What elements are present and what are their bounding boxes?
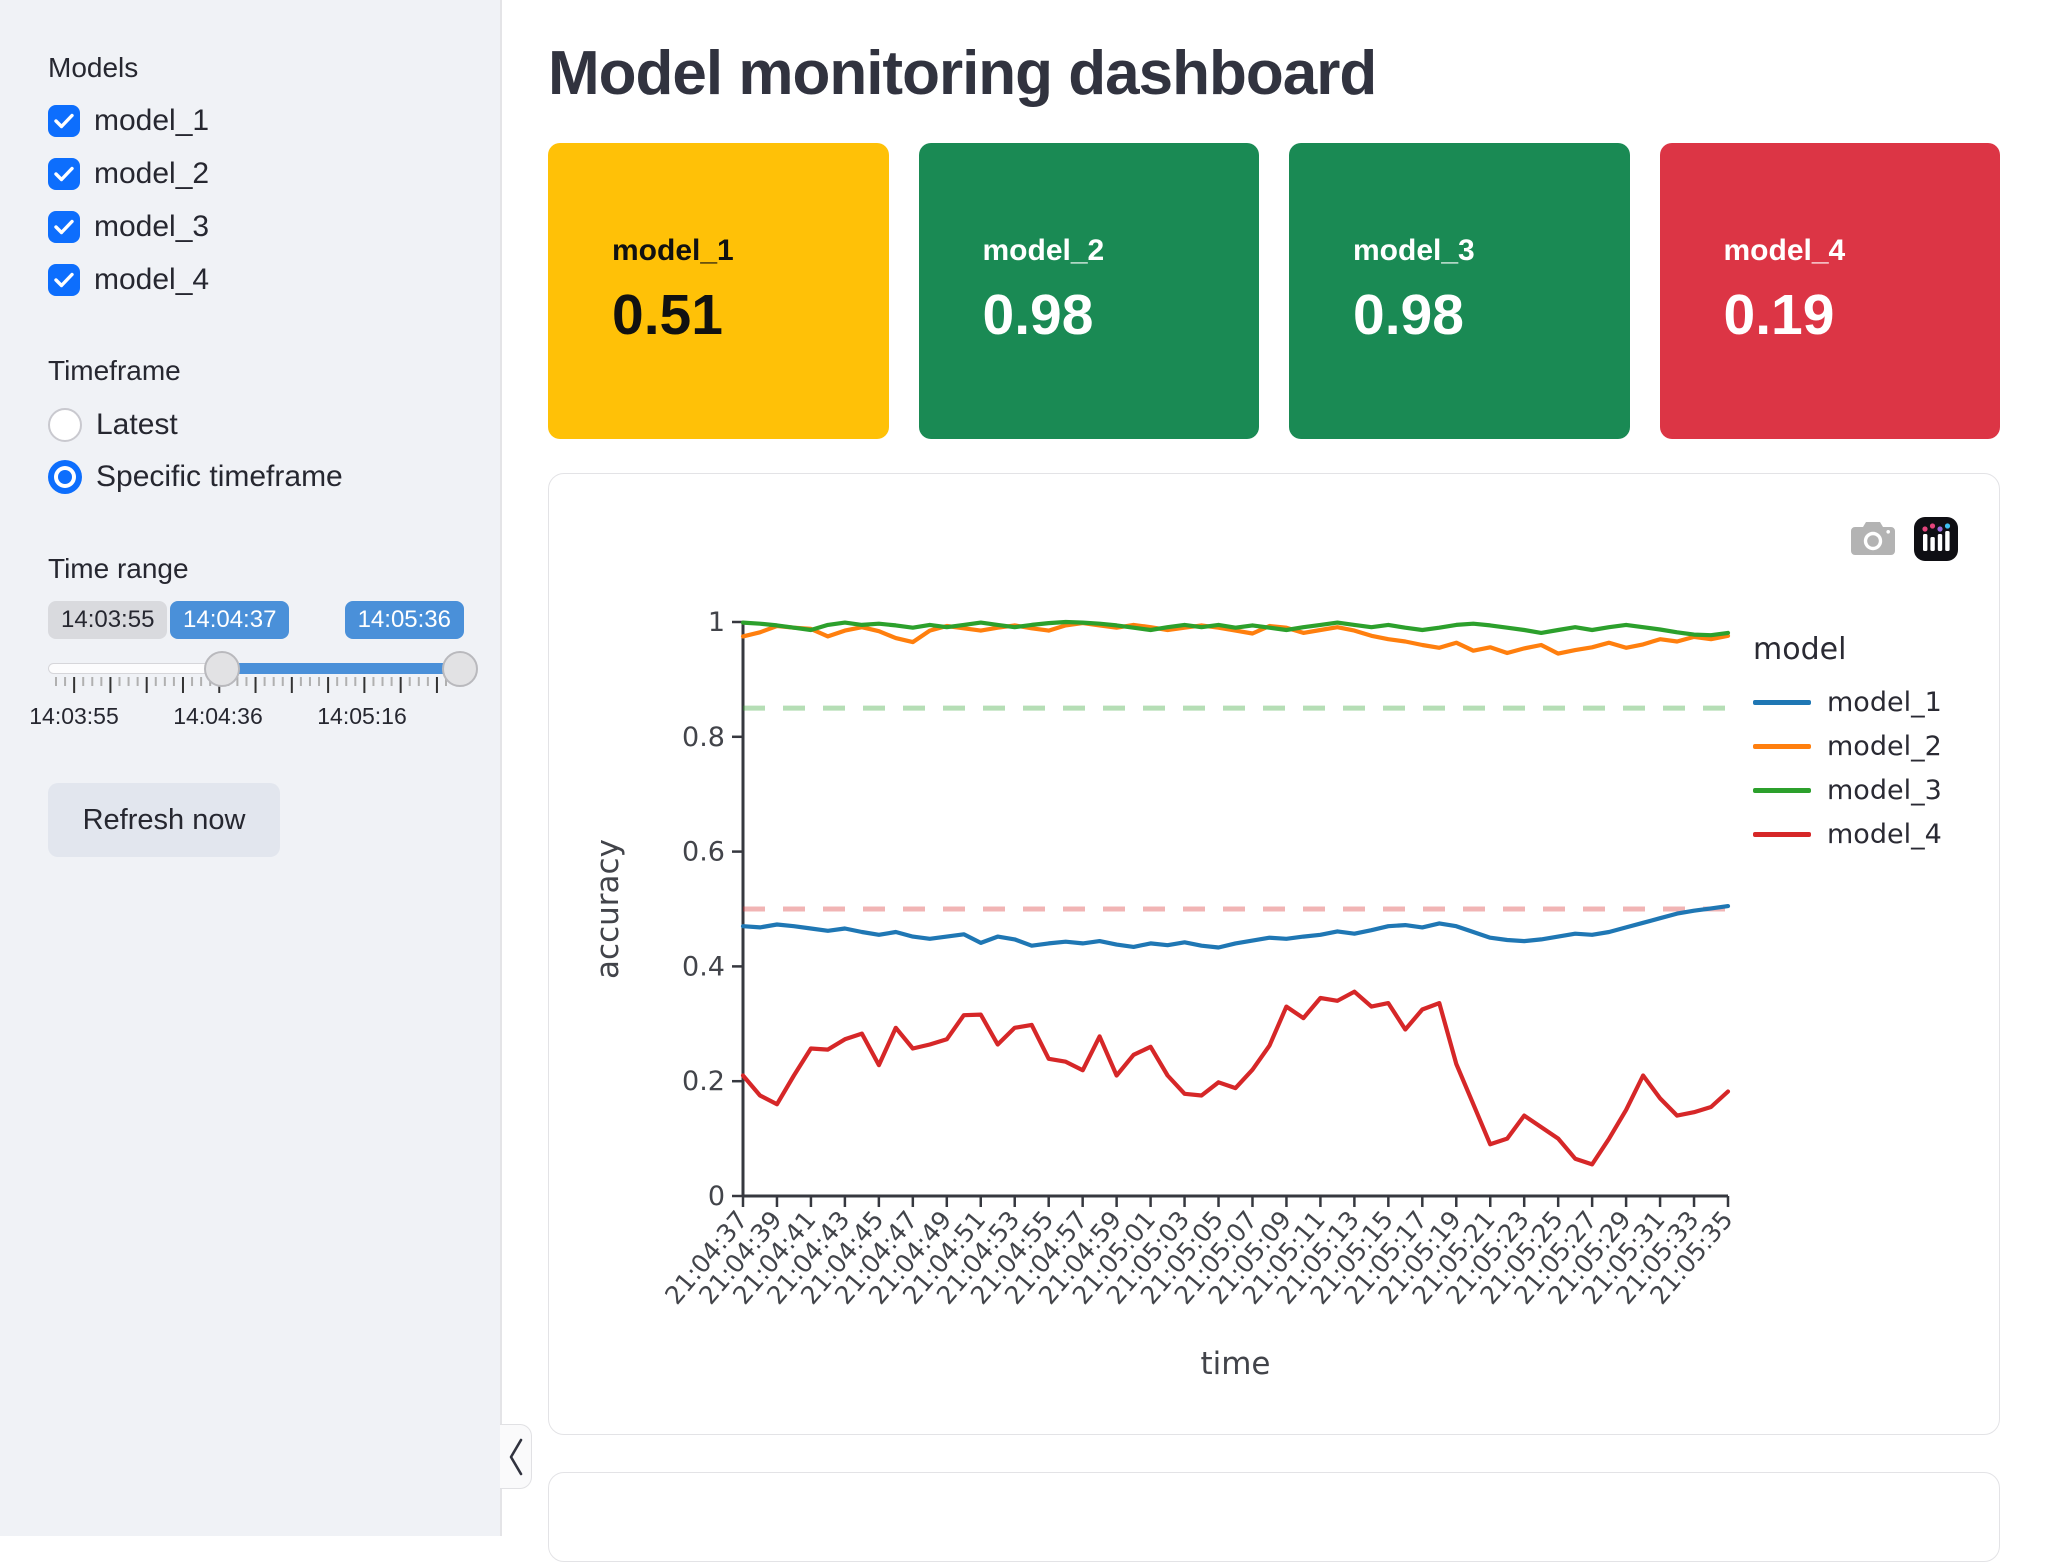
svg-text:0: 0 (708, 1181, 725, 1212)
legend-label: model_3 (1827, 775, 1942, 806)
checkbox-model_4[interactable]: model_4 (48, 259, 460, 301)
model-checkbox-group: model_1 model_2 model_3 model_4 (48, 100, 460, 301)
radio-label: Latest (96, 408, 178, 441)
check-icon[interactable] (48, 264, 80, 296)
checkbox-model_2[interactable]: model_2 (48, 153, 460, 195)
slider-thumb-end[interactable] (442, 651, 478, 687)
metric-card-model_2: model_2 0.98 (918, 143, 1259, 439)
time-range-slider[interactable]: 14:03:55 14:04:37 14:05:36 14:03:55 14:04… (29, 601, 478, 759)
timeframe-section-label: Timeframe (48, 355, 181, 386)
legend-swatch (1753, 788, 1811, 793)
legend-item-model_3[interactable]: model_3 (1753, 775, 1942, 806)
checkbox-label: model_4 (94, 263, 210, 296)
legend-items: model_1 model_2 model_3 model_4 (1753, 687, 1942, 850)
legend-label: model_2 (1827, 731, 1942, 762)
legend-swatch (1753, 700, 1811, 705)
svg-text:1: 1 (708, 607, 725, 638)
slider-end-badge: 14:05:36 (344, 601, 464, 639)
camera-icon[interactable] (1849, 519, 1897, 559)
checkbox-label: model_3 (94, 210, 210, 243)
checkbox-model_3[interactable]: model_3 (48, 206, 460, 248)
time-range-label: Time range (48, 553, 189, 584)
checkbox-label: model_2 (94, 157, 210, 190)
slider-axis-label: 14:05:16 (317, 703, 407, 729)
refresh-now-button[interactable]: Refresh now (48, 783, 280, 857)
legend-title: model (1753, 632, 1847, 667)
metric-card-model_1: model_1 0.51 (548, 143, 889, 439)
svg-text:time: time (1200, 1346, 1270, 1382)
metric-card-label: model_1 (612, 234, 734, 267)
metric-card-value: 0.19 (1723, 283, 1835, 347)
legend-swatch (1753, 832, 1811, 837)
radio-label: Specific timeframe (96, 460, 343, 493)
check-icon[interactable] (48, 158, 80, 190)
radio-specific-timeframe[interactable]: Specific timeframe (48, 455, 460, 499)
legend-label: model_1 (1827, 687, 1942, 718)
slider-start-badge: 14:04:37 (170, 601, 290, 639)
legend-item-model_2[interactable]: model_2 (1753, 731, 1942, 762)
slider-axis-label: 14:04:36 (173, 703, 263, 729)
radio-selected-icon[interactable] (48, 460, 82, 494)
plotly-logo-icon[interactable] (1913, 516, 1959, 562)
accuracy-chart-card: 0 0.2 0.4 0.6 0.8 1 21:04:37 21:04:39 21:04:41 21… (548, 473, 2000, 1435)
svg-text:0.4: 0.4 (682, 951, 725, 982)
checkbox-model_1[interactable]: model_1 (48, 100, 460, 142)
accuracy-line-chart[interactable]: 00.20.40.60.8121:04:3721:04:3921:04:4121… (549, 474, 1999, 1434)
next-section-card (548, 1472, 2000, 1562)
slider-min-badge: 14:03:55 (48, 601, 168, 639)
main-content: Model monitoring dashboard model_1 0.51 mo… (502, 0, 2048, 1562)
radio-latest[interactable]: Latest (48, 403, 460, 447)
metric-card-value: 0.98 (982, 283, 1094, 347)
slider-axis-label: 14:03:55 (29, 703, 119, 729)
slider-selected-range[interactable] (222, 663, 460, 674)
svg-text:0.8: 0.8 (682, 722, 725, 753)
metric-card-value: 0.51 (612, 283, 723, 347)
sidebar: Models model_1 model_2 model_3 model_4 Time… (0, 0, 502, 1536)
page-title: Model monitoring dashboard (548, 39, 1377, 108)
timeframe-radio-group: Latest Specific timeframe (48, 403, 460, 499)
check-icon[interactable] (48, 105, 80, 137)
metric-card-model_3: model_3 0.98 (1289, 143, 1630, 439)
legend-swatch (1753, 744, 1811, 749)
check-icon[interactable] (48, 211, 80, 243)
metric-card-label: model_3 (1353, 234, 1475, 267)
chevron-left-icon (509, 1438, 522, 1475)
checkbox-label: model_1 (94, 104, 210, 137)
legend-item-model_1[interactable]: model_1 (1753, 687, 1942, 718)
metric-card-value: 0.98 (1353, 283, 1464, 347)
svg-text:accuracy: accuracy (590, 839, 626, 979)
metric-cards-row: model_1 0.51 model_2 0.98 model_3 0.98 model_4… (548, 143, 2000, 439)
sidebar-collapse-button[interactable] (500, 1424, 532, 1489)
metric-card-label: model_2 (982, 234, 1105, 267)
svg-text:0.6: 0.6 (682, 837, 725, 868)
slider-thumb-start[interactable] (204, 651, 240, 687)
metric-card-model_4: model_4 0.19 (1659, 143, 2000, 439)
models-section-label: Models (48, 52, 139, 83)
metric-card-label: model_4 (1723, 234, 1846, 267)
legend-item-model_4[interactable]: model_4 (1753, 819, 1942, 850)
slider-ruler (55, 677, 457, 693)
radio-unselected-icon[interactable] (48, 408, 82, 442)
chart-legend: model model_1 model_2 model_3 model_4 (1753, 632, 1942, 863)
svg-text:0.2: 0.2 (682, 1066, 725, 1097)
plotly-modebar (1849, 516, 1959, 562)
legend-label: model_4 (1827, 819, 1942, 850)
